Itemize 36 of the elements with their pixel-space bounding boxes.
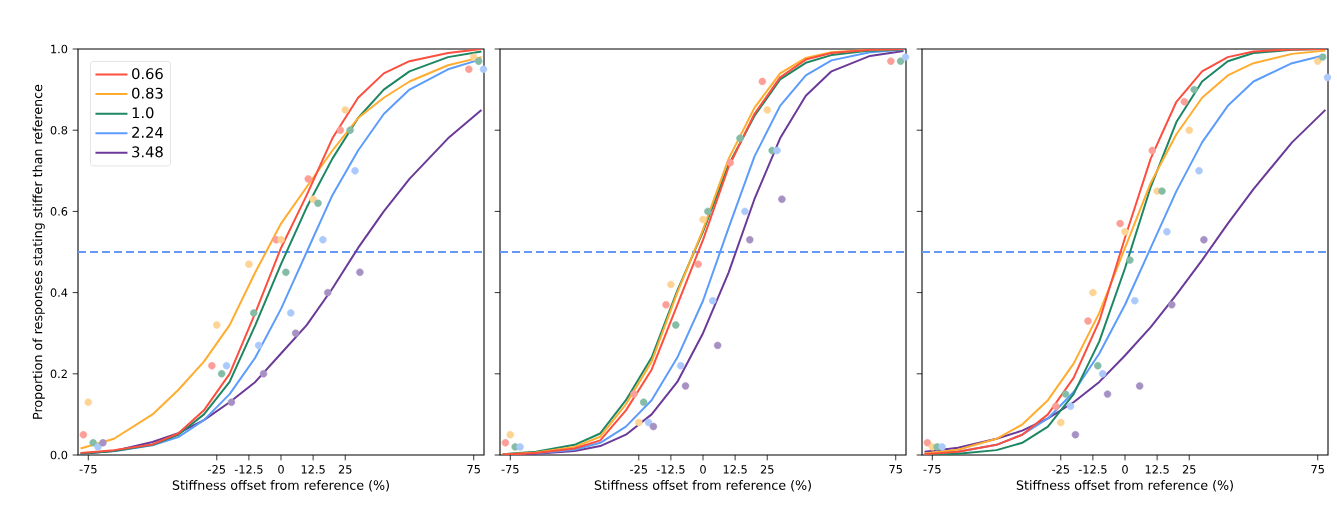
x-tick-label: -25 (208, 465, 226, 474)
y-tick-label: 0.0 (50, 450, 68, 460)
x-tick-label: 25 (760, 465, 774, 474)
legend-label: 1.0 (132, 107, 154, 119)
x-tick-label: -25 (1052, 465, 1070, 474)
x-tick-label: 75 (1311, 465, 1324, 474)
x-tick-label: -75 (79, 465, 97, 474)
legend-label: 0.83 (132, 87, 163, 99)
y-tick-label: 0.8 (50, 125, 68, 135)
x-tick-label: 12.5 (301, 465, 325, 474)
x-tick-label: 75 (889, 465, 902, 474)
y-tick-label: 1.0 (51, 44, 68, 54)
x-tick-label: 0 (278, 465, 284, 474)
y-tick-label: 0.2 (50, 369, 67, 379)
x-tick-label: 25 (1182, 465, 1196, 474)
x-tick-label: -25 (630, 465, 648, 474)
x-tick-label: 0 (700, 465, 706, 474)
x-tick-label: -12.5 (656, 465, 685, 474)
x-tick-label: 12.5 (1145, 465, 1169, 474)
x-tick-label: -75 (923, 465, 941, 474)
x-axis-title: Stiffness offset from reference (%) (594, 480, 811, 492)
x-tick-label: -75 (501, 465, 519, 474)
x-tick-label: -12.5 (234, 465, 263, 474)
legend-label: 3.48 (132, 146, 163, 158)
x-tick-label: 12.5 (723, 465, 747, 474)
x-tick-label: 0 (1122, 465, 1128, 474)
x-tick-label: 75 (467, 465, 480, 474)
x-tick-label: -12.5 (1078, 465, 1107, 474)
x-axis-title: Stiffness offset from reference (%) (1016, 480, 1233, 492)
legend-label: 2.24 (132, 126, 163, 138)
legend-label: 0.66 (132, 68, 163, 80)
y-tick-label: 0.6 (50, 207, 68, 216)
y-axis-title: Proportion of responses stating stiffer than reference (32, 84, 45, 419)
x-tick-label: 25 (338, 465, 352, 474)
x-axis-title: Stiffness offset from reference (%) (172, 480, 389, 492)
y-tick-label: 0.4 (50, 288, 68, 297)
